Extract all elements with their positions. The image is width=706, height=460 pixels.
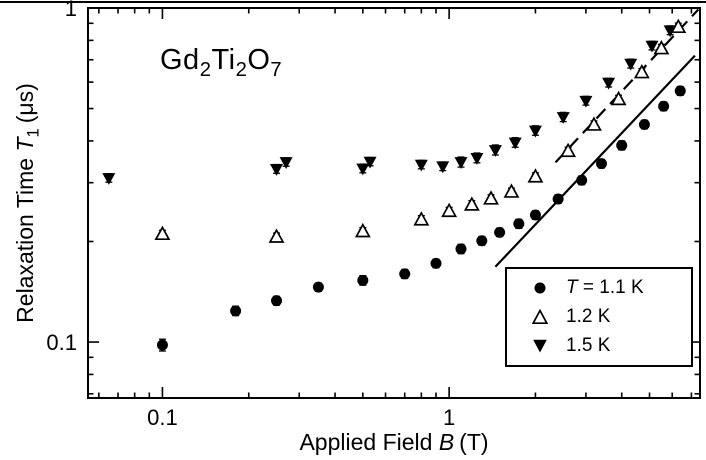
open-triangle-up-icon (531, 308, 549, 325)
data-point-triangle-up (503, 183, 520, 198)
data-point-triangle-up (610, 90, 627, 106)
data-point-circle (494, 226, 506, 238)
data-point-triangle-down (528, 125, 542, 138)
series-filled-triangle-down (102, 25, 677, 185)
data-point-triangle-up (483, 190, 499, 205)
x-tick-label: 0.1 (147, 405, 178, 430)
legend-label-text: 1.5 K (566, 334, 611, 356)
data-point-triangle-down (488, 145, 502, 157)
annotation-part: O (247, 44, 271, 76)
legend-label-text: 1.2 K (566, 305, 611, 327)
y-tick-label: 1 (65, 0, 77, 21)
x-axis-unit: (T) (459, 429, 489, 455)
data-point-triangle-up (354, 222, 371, 238)
y-axis-title: Relaxation Time T1 (μs) (12, 0, 43, 413)
dashed-fit-line (554, 8, 700, 164)
series-filled-circle (156, 85, 686, 352)
filled-triangle-down-icon (533, 339, 547, 353)
data-point-circle (156, 339, 168, 351)
data-point-triangle-down (602, 77, 616, 90)
data-point-triangle-up (560, 142, 577, 158)
data-point-triangle-down (470, 153, 484, 165)
annotation-sub: 2 (199, 58, 212, 81)
x-axis-symbol: B (438, 429, 455, 455)
data-point-triangle-up (441, 202, 458, 218)
legend-label: 1.2 K (566, 306, 610, 328)
data-point-triangle-up (653, 40, 670, 55)
data-point-triangle-up (413, 211, 430, 226)
data-point-triangle-up (527, 168, 544, 183)
data-point-triangle-down (556, 112, 570, 124)
annotation-part: Ti (211, 44, 236, 76)
data-point-circle (513, 218, 525, 230)
data-point-triangle-down (436, 161, 450, 174)
data-point-triangle-down (579, 95, 593, 108)
data-point-circle (616, 139, 628, 151)
data-point-triangle-up (268, 228, 285, 243)
data-point-triangle-down (663, 25, 677, 38)
data-point-circle (312, 281, 324, 293)
data-point-triangle-down (508, 137, 522, 150)
x-axis-title-text: Applied Field (299, 429, 439, 455)
legend: T = 1.1 K 1.2 K 1.5 K (505, 267, 693, 367)
x-tick-label: 1 (443, 405, 455, 430)
data-point-triangle-down (279, 157, 293, 169)
data-point-triangle-down (270, 164, 284, 176)
data-point-triangle-down (414, 159, 428, 172)
data-point-triangle-down (363, 156, 377, 169)
filled-circle-icon (534, 282, 546, 294)
data-point-circle (674, 85, 686, 97)
data-point-circle (455, 243, 467, 255)
data-point-circle (230, 305, 242, 317)
solid-fit-line (494, 54, 696, 268)
series-open-triangle-up (154, 18, 687, 243)
annotation-sub: 2 (235, 58, 248, 81)
legend-label: 1.5 K (566, 335, 610, 357)
y-axis-symbol-sub: 1 (23, 128, 43, 138)
data-point-triangle-down (624, 58, 638, 71)
annotation-part: Gd (160, 44, 200, 76)
data-point-triangle-down (356, 163, 370, 176)
annotation-sub: 7 (270, 58, 283, 81)
data-point-circle (476, 235, 488, 247)
top-rule (0, 1, 706, 3)
y-axis-title-text: Relaxation Time (12, 151, 38, 323)
compound-annotation: Gd2Ti2O7 (160, 44, 282, 82)
data-point-triangle-up (633, 63, 650, 79)
legend-entry: 1.2 K (531, 306, 683, 328)
data-point-circle (552, 193, 564, 205)
plot-frame (87, 7, 701, 399)
data-point-circle (529, 209, 541, 221)
legend-entry: T = 1.1 K (531, 277, 683, 299)
legend-label-text: = 1.1 K (577, 277, 644, 299)
data-point-triangle-down (454, 157, 468, 169)
data-point-circle (430, 257, 442, 269)
data-point-circle (576, 174, 588, 186)
data-point-circle (399, 268, 411, 280)
legend-entry: 1.5 K (531, 335, 683, 357)
data-point-triangle-up (586, 116, 602, 131)
data-point-triangle-up (463, 196, 480, 211)
data-point-triangle-up (154, 225, 171, 241)
y-axis-symbol: T (12, 137, 38, 152)
data-point-circle (271, 295, 283, 307)
x-axis-title: Applied Field B (T) (88, 429, 700, 456)
y-axis-unit: (μs) (12, 83, 38, 124)
data-point-circle (595, 158, 607, 170)
data-point-triangle-down (102, 173, 116, 185)
data-point-circle (638, 118, 650, 130)
data-point-circle (658, 100, 670, 112)
data-point-triangle-down (645, 40, 659, 53)
y-tick-label: 0.1 (46, 330, 77, 355)
legend-label-symbol: T (566, 277, 578, 299)
data-point-circle (357, 274, 369, 286)
legend-label: T = 1.1 K (566, 277, 644, 299)
